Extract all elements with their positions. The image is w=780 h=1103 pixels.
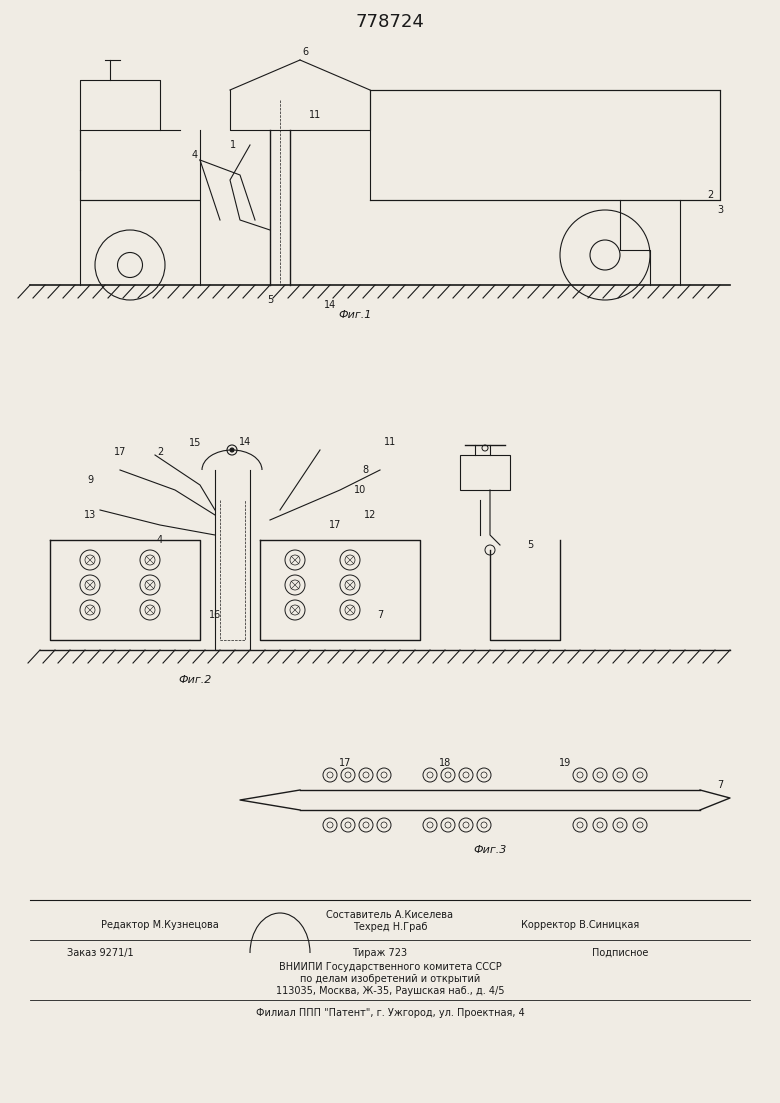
Text: 5: 5 xyxy=(267,295,273,306)
Text: Техред Н.Граб: Техред Н.Граб xyxy=(353,922,427,932)
Text: 5: 5 xyxy=(526,540,533,550)
Text: 17: 17 xyxy=(114,447,126,457)
Text: Тираж 723: Тираж 723 xyxy=(353,947,408,959)
Text: 2: 2 xyxy=(707,190,713,200)
Text: 4: 4 xyxy=(157,535,163,545)
Text: 4: 4 xyxy=(192,150,198,160)
Text: 7: 7 xyxy=(377,610,383,620)
Text: Редактор М.Кузнецова: Редактор М.Кузнецова xyxy=(101,920,219,930)
Text: Заказ 9271/1: Заказ 9271/1 xyxy=(66,947,133,959)
Text: 18: 18 xyxy=(439,758,451,768)
Text: Фиг.2: Фиг.2 xyxy=(179,675,211,685)
Text: 778724: 778724 xyxy=(356,13,424,31)
Text: 16: 16 xyxy=(209,610,221,620)
Text: 15: 15 xyxy=(189,438,201,448)
Text: 12: 12 xyxy=(363,510,376,520)
Text: Корректор В.Синицкая: Корректор В.Синицкая xyxy=(521,920,639,930)
Text: 10: 10 xyxy=(354,485,366,495)
Text: 113035, Москва, Ж-35, Раушская наб., д. 4/5: 113035, Москва, Ж-35, Раушская наб., д. … xyxy=(276,986,504,996)
Text: по делам изобретений и открытий: по делам изобретений и открытий xyxy=(300,974,480,984)
Text: 17: 17 xyxy=(339,758,351,768)
Text: 1: 1 xyxy=(230,140,236,150)
Text: 14: 14 xyxy=(324,300,336,310)
Text: 17: 17 xyxy=(329,520,341,531)
Text: 11: 11 xyxy=(384,437,396,447)
Text: ВНИИПИ Государственного комитета СССР: ВНИИПИ Государственного комитета СССР xyxy=(278,962,502,972)
Text: Фиг.1: Фиг.1 xyxy=(339,310,372,320)
Text: 6: 6 xyxy=(302,47,308,57)
Text: 19: 19 xyxy=(559,758,571,768)
Circle shape xyxy=(230,448,234,452)
Text: Фиг.3: Фиг.3 xyxy=(473,845,507,855)
Text: Филиал ППП "Патент", г. Ужгород, ул. Проектная, 4: Филиал ППП "Патент", г. Ужгород, ул. Про… xyxy=(256,1008,524,1018)
Text: 13: 13 xyxy=(84,510,96,520)
Text: 11: 11 xyxy=(309,110,321,120)
Text: 14: 14 xyxy=(239,437,251,447)
Text: Составитель А.Киселева: Составитель А.Киселева xyxy=(327,910,453,920)
Text: 3: 3 xyxy=(717,205,723,215)
Text: 9: 9 xyxy=(87,475,93,485)
Text: 8: 8 xyxy=(362,465,368,475)
Text: 2: 2 xyxy=(157,447,163,457)
Bar xyxy=(460,456,510,490)
Text: 7: 7 xyxy=(717,780,723,790)
Text: Подписное: Подписное xyxy=(592,947,648,959)
